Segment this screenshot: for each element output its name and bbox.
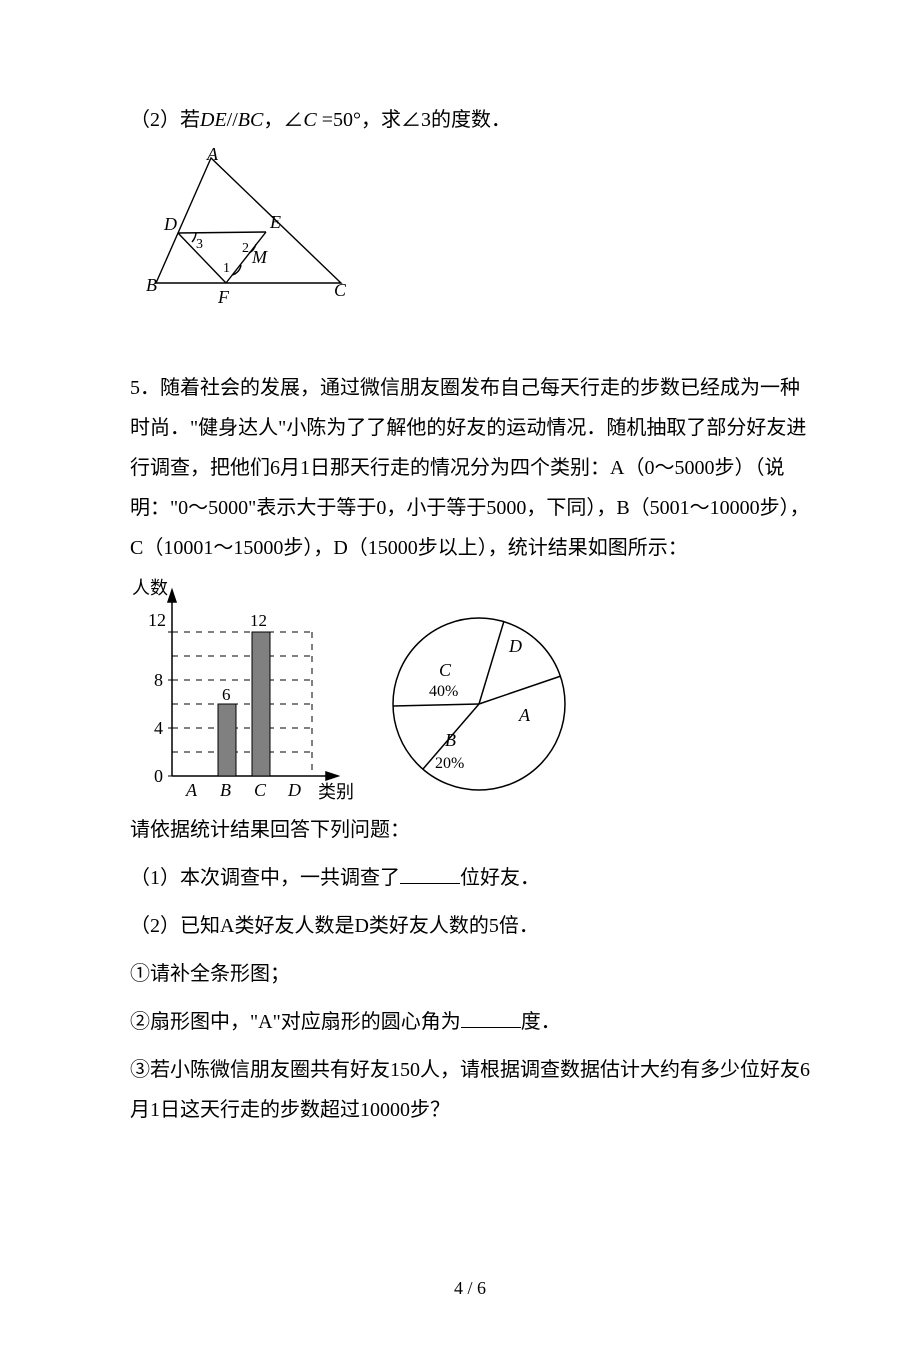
svg-text:B: B [146,275,157,295]
q5-l5: ②扇形图中，"A"对应扇形的圆心角为度． [130,1002,810,1042]
svg-text:C: C [334,280,346,300]
svg-text:1: 1 [223,261,230,276]
svg-text:D: D [163,214,177,234]
svg-text:40%: 40% [429,683,458,700]
svg-text:D: D [508,636,522,656]
triangle-svg: \ A B C D E F M 3 2 1 [146,148,346,318]
q5-stem: 5．随着社会的发展，通过微信朋友圈发布自己每天行走的步数已经成为一种时尚．"健身… [130,368,810,568]
svg-text:B: B [445,730,456,750]
q5-l2: （1）本次调查中，一共调查了位好友． [130,858,810,898]
svg-text:8: 8 [154,670,163,690]
svg-text:A: A [518,705,531,725]
svg-text:F: F [217,287,230,307]
svg-text:0: 0 [154,766,163,786]
blank-1 [400,863,460,884]
q4-part2: （2）若DE//BC，∠C =50°，求∠3的度数． [130,100,810,140]
bar-B [218,704,236,776]
triangle-figure: \ A B C D E F M 3 2 1 [146,148,810,318]
page-number: 4 / 6 [130,1270,810,1306]
svg-text:12: 12 [148,610,166,630]
svg-text:6: 6 [222,685,231,704]
svg-text:3: 3 [196,237,203,252]
svg-text:12: 12 [250,611,267,630]
svg-text:A: A [185,780,198,800]
svg-text:2: 2 [242,241,249,256]
x-axis-label: 类别 [318,782,354,802]
y-axis-label: 人数 [132,578,168,598]
bar-chart: 人数 [130,576,355,806]
svg-text:B: B [220,780,231,800]
svg-text:E: E [269,212,281,232]
charts-row: 人数 [130,576,810,806]
q5-l4: ①请补全条形图； [130,954,810,994]
blank-2 [461,1007,521,1028]
q5-l3: （2）已知A类好友人数是D类好友人数的5倍． [130,906,810,946]
svg-text:20%: 20% [435,755,464,772]
q5-l1: 请依据统计结果回答下列问题： [130,810,810,850]
svg-text:C: C [439,660,452,680]
svg-text:C: C [254,780,267,800]
svg-text:A: A [206,148,219,164]
pie-chart: A B 20% C 40% D [369,596,589,806]
q4-part2-text: （2）若DE//BC，∠C =50°，求∠3的度数． [130,109,511,131]
svg-text:D: D [287,780,301,800]
bar-C [252,632,270,776]
svg-text:M: M [251,247,268,267]
svg-text:4: 4 [154,718,163,738]
q5-l6: ③若小陈微信朋友圈共有好友150人，请根据调查数据估计大约有多少位好友6月1日这… [130,1050,810,1130]
